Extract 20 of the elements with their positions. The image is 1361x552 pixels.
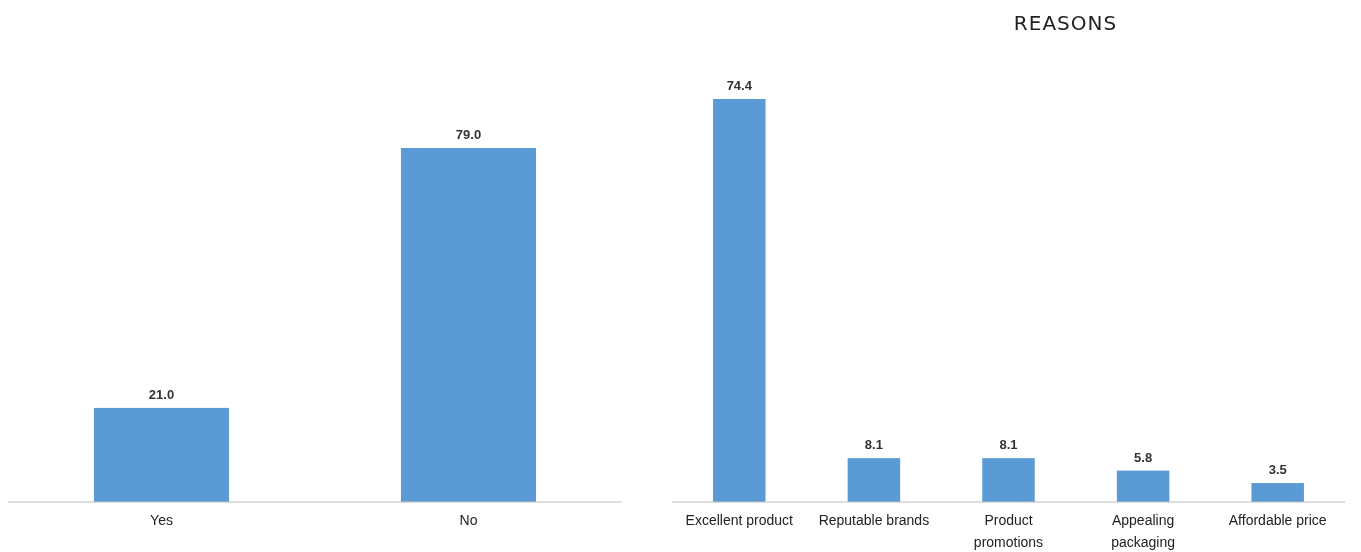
x-tick-label: Product promotions <box>973 512 1044 550</box>
x-tick-label: Excellent product <box>685 512 794 528</box>
data-label: 5.8 <box>1134 449 1153 465</box>
data-label: 8.1 <box>999 437 1018 453</box>
data-label: 21.0 <box>148 386 175 402</box>
x-tick-label: Reputable brands <box>818 512 930 528</box>
chart-title: REASONS <box>1013 11 1118 35</box>
data-label: 3.5 <box>1268 462 1287 478</box>
x-tick-label: No <box>459 512 478 528</box>
data-label: 8.1 <box>864 437 883 453</box>
bar <box>982 458 1035 502</box>
bar <box>1251 483 1304 502</box>
x-tick-label: Affordable price <box>1228 512 1327 528</box>
bar <box>1116 470 1170 502</box>
data-label: 74.4 <box>726 78 753 93</box>
data-label: 79.0 <box>455 127 482 142</box>
bar <box>847 458 901 502</box>
x-tick-label: Yes <box>150 512 173 528</box>
x-tick-label: Appealing packaging <box>1111 512 1176 550</box>
bar <box>713 99 766 502</box>
